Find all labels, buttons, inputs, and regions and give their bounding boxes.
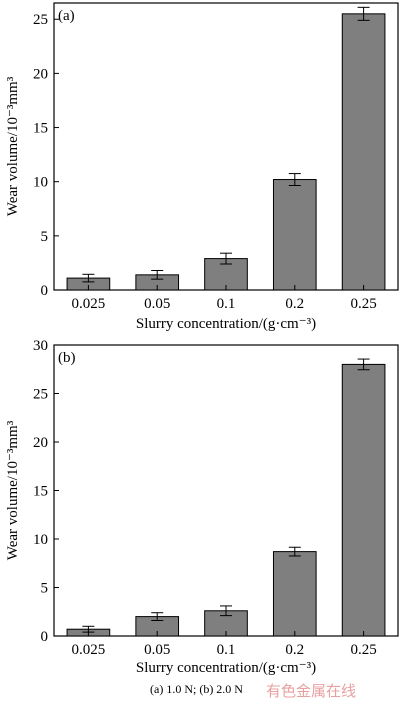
x-tick-label: 0.25 [350, 296, 376, 312]
y-tick-label: 25 [33, 12, 48, 28]
x-tick-label: 0.05 [144, 296, 170, 312]
y-tick-label: 15 [33, 484, 48, 500]
y-tick-label: 20 [33, 435, 48, 451]
x-tick-label: 0.1 [217, 296, 236, 312]
x-tick-label: 0.05 [144, 642, 170, 658]
panel-b: 0 5 10 15 20 25 30 0.025 0.05 0.1 0.2 0.25 (b) Slurry… [5, 338, 399, 676]
y-tick-label: 0 [41, 283, 49, 299]
panel-a: 0 5 10 15 20 25 0.025 0.05 0.1 0.2 0.25 (a) Slurry c… [5, 2, 399, 332]
y-tick-label: 10 [33, 532, 48, 548]
y-tick-label: 5 [41, 229, 49, 245]
y-axis-label: Wear volume/10⁻³mm³ [5, 76, 21, 216]
y-tick-label: 20 [33, 66, 48, 82]
x-tick-label: 0.2 [285, 296, 304, 312]
x-tick-label: 0.1 [217, 642, 236, 658]
x-tick-label: 0.2 [285, 642, 304, 658]
x-tick-label: 0.025 [72, 296, 106, 312]
figure-caption: (a) 1.0 N; (b) 2.0 N [150, 682, 243, 696]
y-tick-label: 30 [33, 338, 48, 354]
x-tick-label: 0.25 [350, 642, 376, 658]
x-axis-label: Slurry concentration/(g·cm⁻³) [136, 660, 316, 676]
bar [341, 363, 386, 637]
y-tick-label: 10 [33, 175, 48, 191]
bar [341, 13, 386, 291]
y-tick-label: 5 [41, 581, 49, 597]
bar [272, 179, 317, 291]
panel-label: (a) [58, 8, 75, 24]
bar [272, 551, 317, 637]
panel-label: (b) [58, 350, 76, 366]
x-tick-label: 0.025 [72, 642, 106, 658]
watermark-text: 有色金属在线 [266, 682, 357, 700]
y-tick-label: 15 [33, 121, 48, 137]
y-tick-label: 25 [33, 387, 48, 403]
y-tick-label: 0 [41, 629, 49, 645]
y-axis-label: Wear volume/10⁻³mm³ [5, 420, 21, 560]
x-axis-label: Slurry concentration/(g·cm⁻³) [136, 316, 316, 332]
